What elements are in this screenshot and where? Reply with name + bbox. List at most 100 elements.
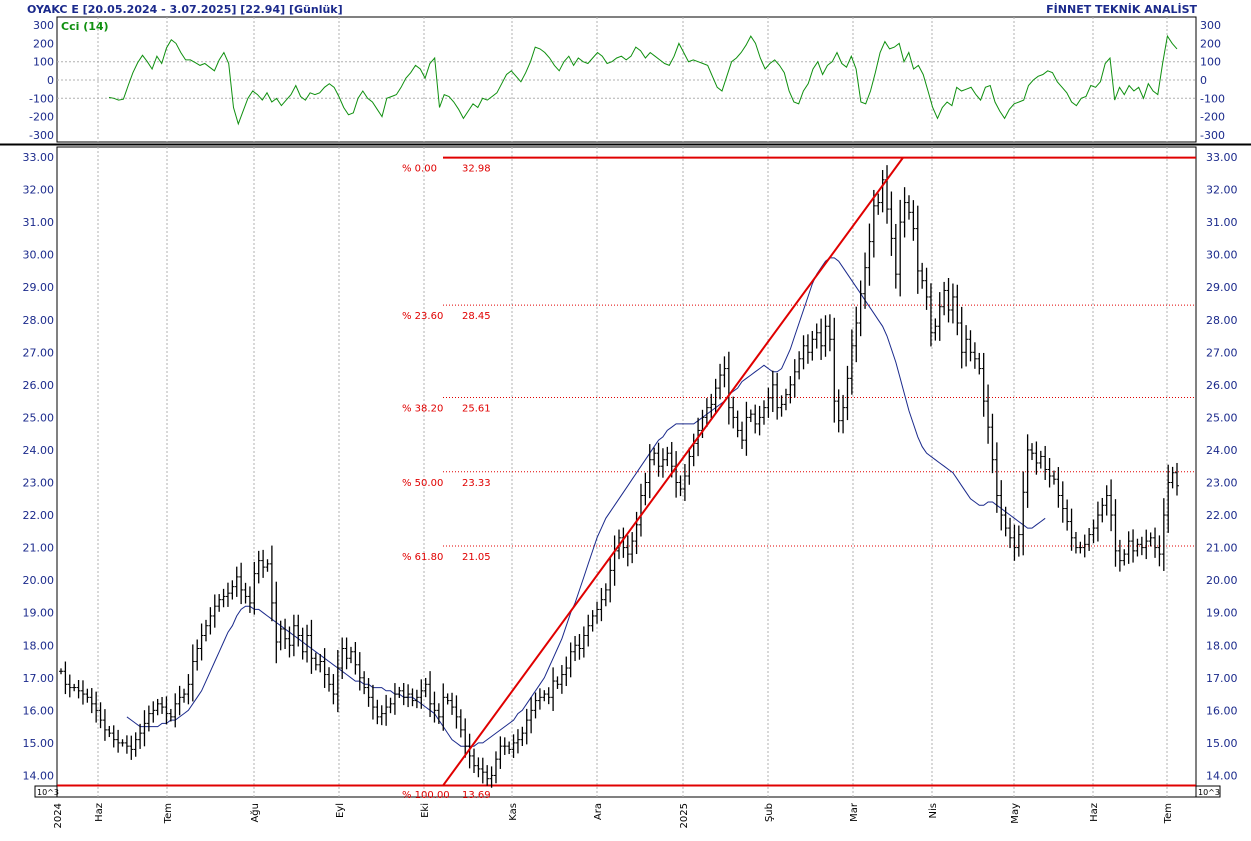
price-bar	[1016, 525, 1021, 557]
price-bar	[920, 262, 925, 289]
price-bar	[85, 688, 90, 703]
price-bar	[885, 165, 890, 224]
price-bar	[1043, 445, 1048, 480]
cci-tick-label-right: -300	[1200, 129, 1225, 142]
price-bar	[63, 661, 68, 695]
price-bar	[278, 620, 283, 651]
price-bar	[1051, 470, 1056, 485]
price-bar	[656, 442, 661, 477]
price-bar	[770, 370, 775, 413]
price-bar	[102, 709, 107, 741]
price-bar	[753, 404, 758, 434]
price-bar	[555, 676, 560, 689]
price-tick-label-left: 16.00	[23, 704, 55, 717]
price-tick-label-right: 24.00	[1206, 444, 1238, 457]
x-tick-label: Eyl	[335, 803, 346, 818]
cci-tick-label-left: 0	[47, 74, 54, 87]
price-bar	[608, 557, 613, 603]
price-bar	[630, 532, 635, 564]
price-bar	[445, 693, 450, 705]
price-bar	[199, 623, 204, 661]
price-bar	[876, 193, 881, 215]
price-bar	[564, 656, 569, 687]
price-bar	[392, 683, 397, 715]
price-bar	[269, 545, 274, 622]
price-bar	[1139, 536, 1144, 556]
price-bar	[898, 199, 903, 297]
price-bar	[748, 409, 753, 423]
axis-labels: 300 300 200 200 100 100 0 0 -100 -100 -200 -200 -300…	[23, 19, 1238, 828]
x-tick-label: Tem	[163, 803, 174, 824]
fib-value-label: 25.61	[462, 404, 491, 415]
price-bar	[669, 441, 674, 478]
price-bar	[274, 581, 279, 664]
price-bar	[810, 330, 815, 361]
price-bar	[827, 314, 832, 352]
price-tick-label-left: 31.00	[23, 216, 55, 229]
price-bar	[480, 757, 485, 784]
price-bar	[942, 281, 947, 316]
fib-value-label: 21.05	[462, 552, 491, 563]
price-bar	[968, 330, 973, 362]
unit-label-left: 10^3	[37, 788, 59, 797]
price-bar	[239, 562, 244, 605]
fib-value-label: 28.45	[462, 311, 491, 322]
price-bar	[305, 624, 310, 663]
x-tick-label: Şub	[764, 803, 775, 822]
price-tick-label-left: 25.00	[23, 411, 55, 424]
price-bar	[190, 644, 195, 702]
price-bar	[94, 691, 99, 723]
price-bar	[419, 679, 424, 709]
price-bar	[388, 697, 393, 714]
price-bar	[981, 352, 986, 417]
price-bar	[529, 697, 534, 734]
fib-percent-label: % 0.00	[402, 164, 437, 175]
price-bar	[1157, 535, 1162, 567]
price-tick-label-left: 19.00	[23, 607, 55, 620]
price-bar	[1153, 527, 1158, 558]
price-bar	[797, 351, 802, 380]
price-bar	[261, 549, 266, 578]
x-tick-label: Ağu	[249, 803, 261, 823]
price-bar	[994, 442, 999, 513]
price-bar	[379, 705, 384, 726]
price-tick-label-right: 29.00	[1206, 281, 1238, 294]
price-bar	[296, 614, 301, 647]
price-bar	[520, 726, 525, 746]
price-bar	[493, 751, 498, 784]
price-bar	[252, 561, 257, 615]
unit-label-right: 10^3	[1198, 788, 1220, 797]
price-bar	[964, 325, 969, 367]
price-bar	[366, 678, 371, 707]
price-bar	[454, 695, 459, 729]
price-bar	[1030, 443, 1035, 461]
price-bar	[353, 641, 358, 675]
price-panel-frame	[56, 146, 1197, 798]
price-bar	[801, 335, 806, 370]
price-bar	[1144, 529, 1149, 560]
price-bar	[792, 359, 797, 398]
price-bar	[1095, 501, 1100, 542]
price-bar	[735, 410, 740, 438]
price-bar	[999, 480, 1004, 531]
price-bar	[1073, 531, 1078, 554]
price-bar	[788, 376, 793, 404]
price-bar	[621, 527, 626, 558]
price-bar	[182, 688, 187, 703]
price-tick-label-right: 27.00	[1206, 346, 1238, 359]
price-tick-label-right: 16.00	[1206, 704, 1238, 717]
price-bar	[458, 709, 463, 738]
x-tick-label: Eki	[420, 803, 431, 818]
price-bar	[933, 318, 938, 341]
cci-title: Cci (14)	[61, 20, 109, 33]
price-bar	[823, 315, 828, 357]
price-bar	[1012, 524, 1017, 561]
x-tick-label: Ara	[593, 803, 604, 820]
cci-tick-label-left: 300	[33, 19, 54, 32]
price-bar	[357, 652, 362, 691]
price-bar	[1109, 479, 1114, 532]
fib-percent-label: % 100.00	[402, 790, 450, 801]
price-bar	[203, 619, 208, 642]
price-bar	[507, 741, 512, 755]
